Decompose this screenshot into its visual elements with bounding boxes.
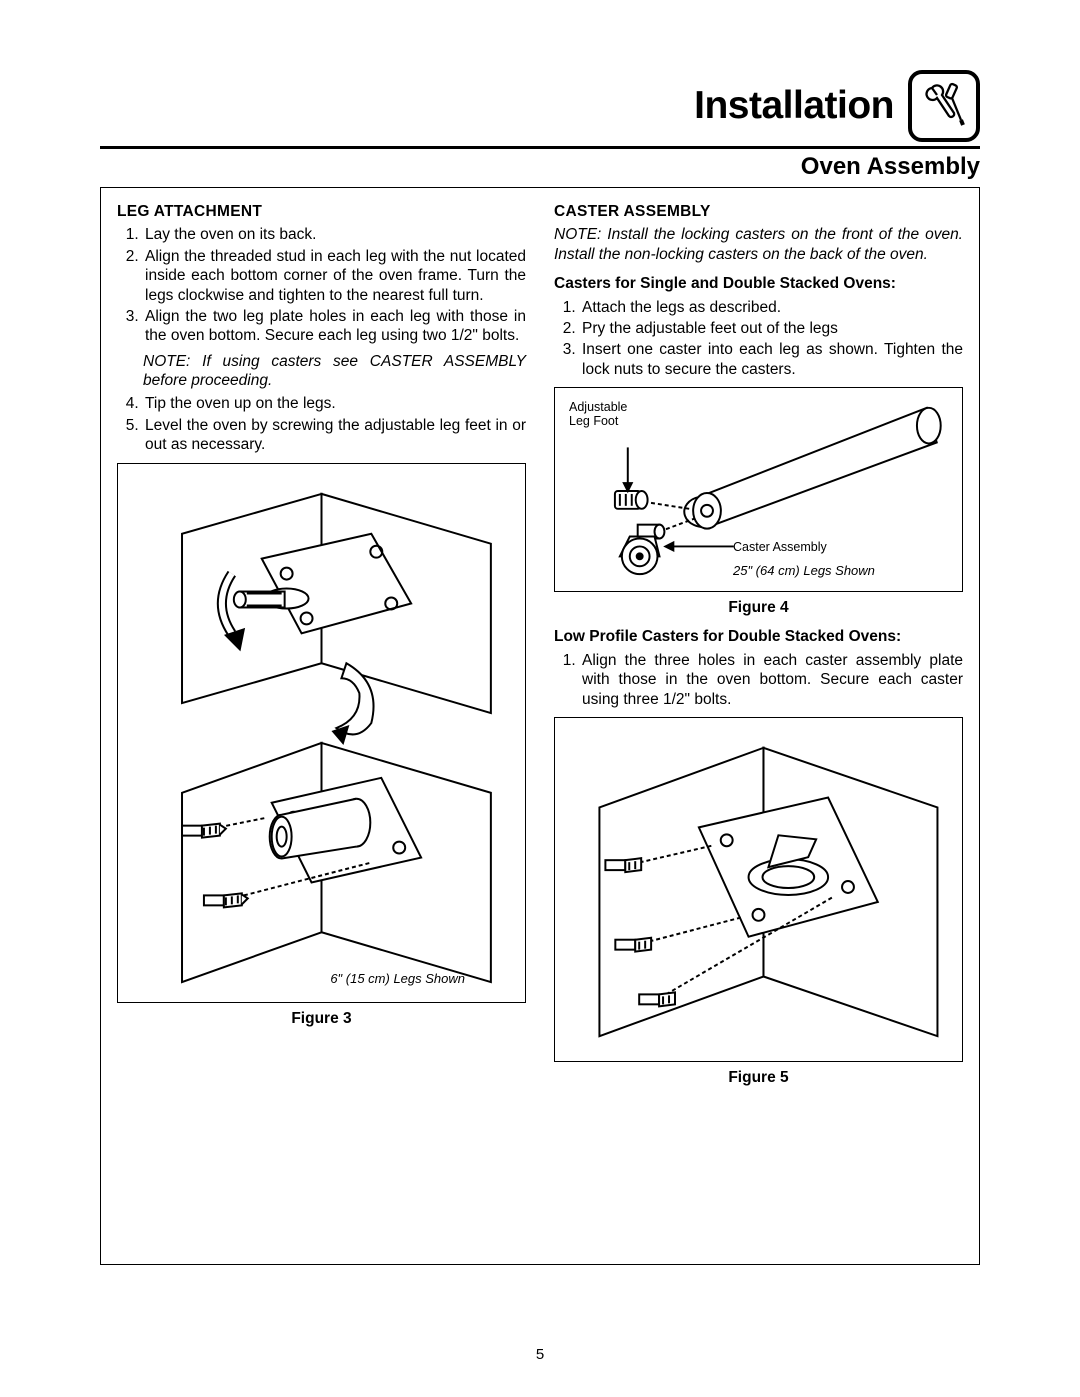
divider [100, 146, 980, 149]
page-number: 5 [0, 1346, 1080, 1363]
leg-steps-b: Tip the oven up on the legs. Level the o… [117, 394, 526, 454]
sub-title: Oven Assembly [100, 153, 980, 181]
content-frame: LEG ATTACHMENT Lay the oven on its back.… [100, 187, 980, 1265]
step: Align the three holes in each caster ass… [580, 651, 963, 709]
page: Installation Oven Assembly LEG ATTAC [0, 0, 1080, 1397]
header-row: Installation [100, 70, 980, 142]
note-text: Install the locking casters on the front… [554, 226, 963, 262]
casters-sub1: Casters for Single and Double Stacked Ov… [554, 274, 963, 293]
figure-4: Adjustable Leg Foot Caster Assembly 25" … [554, 387, 963, 592]
caster-steps-1: Attach the legs as described. Pry the ad… [554, 298, 963, 380]
figure-4-caption: Figure 4 [554, 598, 963, 617]
leg-steps-a: Lay the oven on its back. Align the thre… [117, 225, 526, 345]
fig4-label-caster: Caster Assembly [733, 540, 827, 556]
figure-4-note: 25" (64 cm) Legs Shown [733, 563, 875, 579]
figure-3: 6" (15 cm) Legs Shown [117, 463, 526, 1003]
note-label: NOTE: [554, 226, 601, 243]
step: Attach the legs as described. [580, 298, 963, 317]
step: Align the threaded stud in each leg with… [143, 247, 526, 305]
step: Align the two leg plate holes in each le… [143, 307, 526, 346]
caster-note: NOTE: Install the locking casters on the… [554, 225, 963, 264]
section-title: Installation [694, 84, 894, 128]
step: Lay the oven on its back. [143, 225, 526, 244]
figure-5 [554, 717, 963, 1062]
leg-attachment-heading: LEG ATTACHMENT [117, 202, 526, 221]
note-text: If using casters see CASTER ASSEMBLY bef… [143, 353, 526, 389]
caster-steps-2: Align the three holes in each caster ass… [554, 651, 963, 709]
fig4-label-foot: Adjustable Leg Foot [569, 400, 639, 429]
step: Insert one caster into each leg as shown… [580, 340, 963, 379]
note-label: NOTE: [143, 353, 190, 370]
step: Level the oven by screwing the adjustabl… [143, 416, 526, 455]
casters-sub2: Low Profile Casters for Double Stacked O… [554, 627, 963, 646]
left-column: LEG ATTACHMENT Lay the oven on its back.… [117, 202, 526, 1250]
figure-3-note: 6" (15 cm) Legs Shown [330, 971, 465, 987]
figure-3-caption: Figure 3 [117, 1009, 526, 1028]
caster-heading: CASTER ASSEMBLY [554, 202, 963, 221]
leg-note: NOTE: If using casters see CASTER ASSEMB… [143, 352, 526, 391]
tools-icon [908, 70, 980, 142]
right-column: CASTER ASSEMBLY NOTE: Install the lockin… [554, 202, 963, 1250]
step: Tip the oven up on the legs. [143, 394, 526, 413]
step: Pry the adjustable feet out of the legs [580, 319, 963, 338]
figure-5-caption: Figure 5 [554, 1068, 963, 1087]
